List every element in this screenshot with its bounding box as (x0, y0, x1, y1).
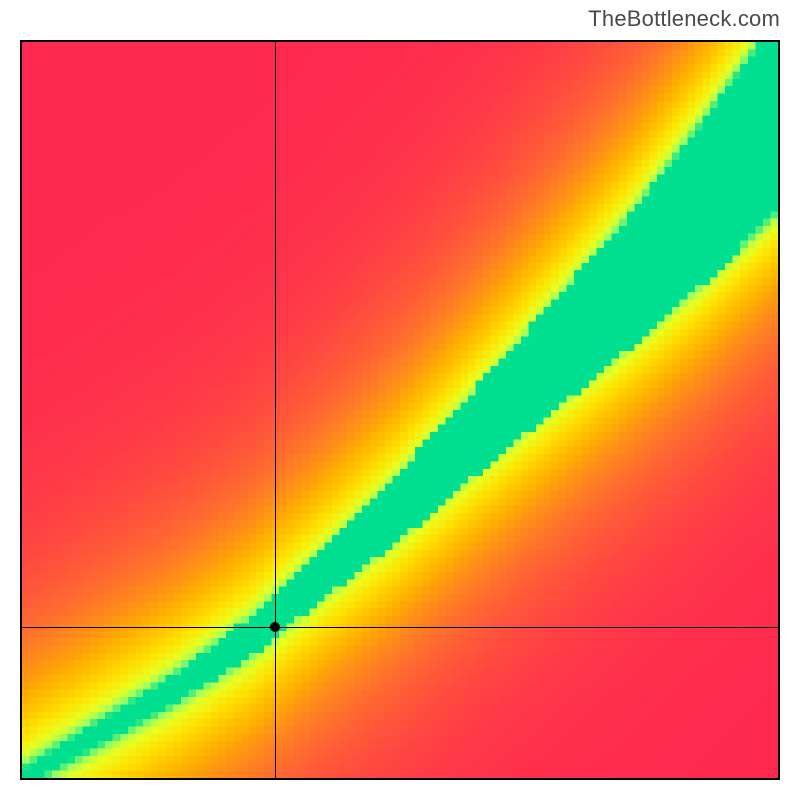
watermark-text: TheBottleneck.com (588, 6, 780, 32)
crosshair-horizontal (22, 627, 778, 628)
heatmap-plot-area (20, 40, 780, 780)
crosshair-vertical (275, 42, 276, 778)
heatmap-canvas (22, 42, 778, 778)
crosshair-marker-dot (270, 622, 280, 632)
